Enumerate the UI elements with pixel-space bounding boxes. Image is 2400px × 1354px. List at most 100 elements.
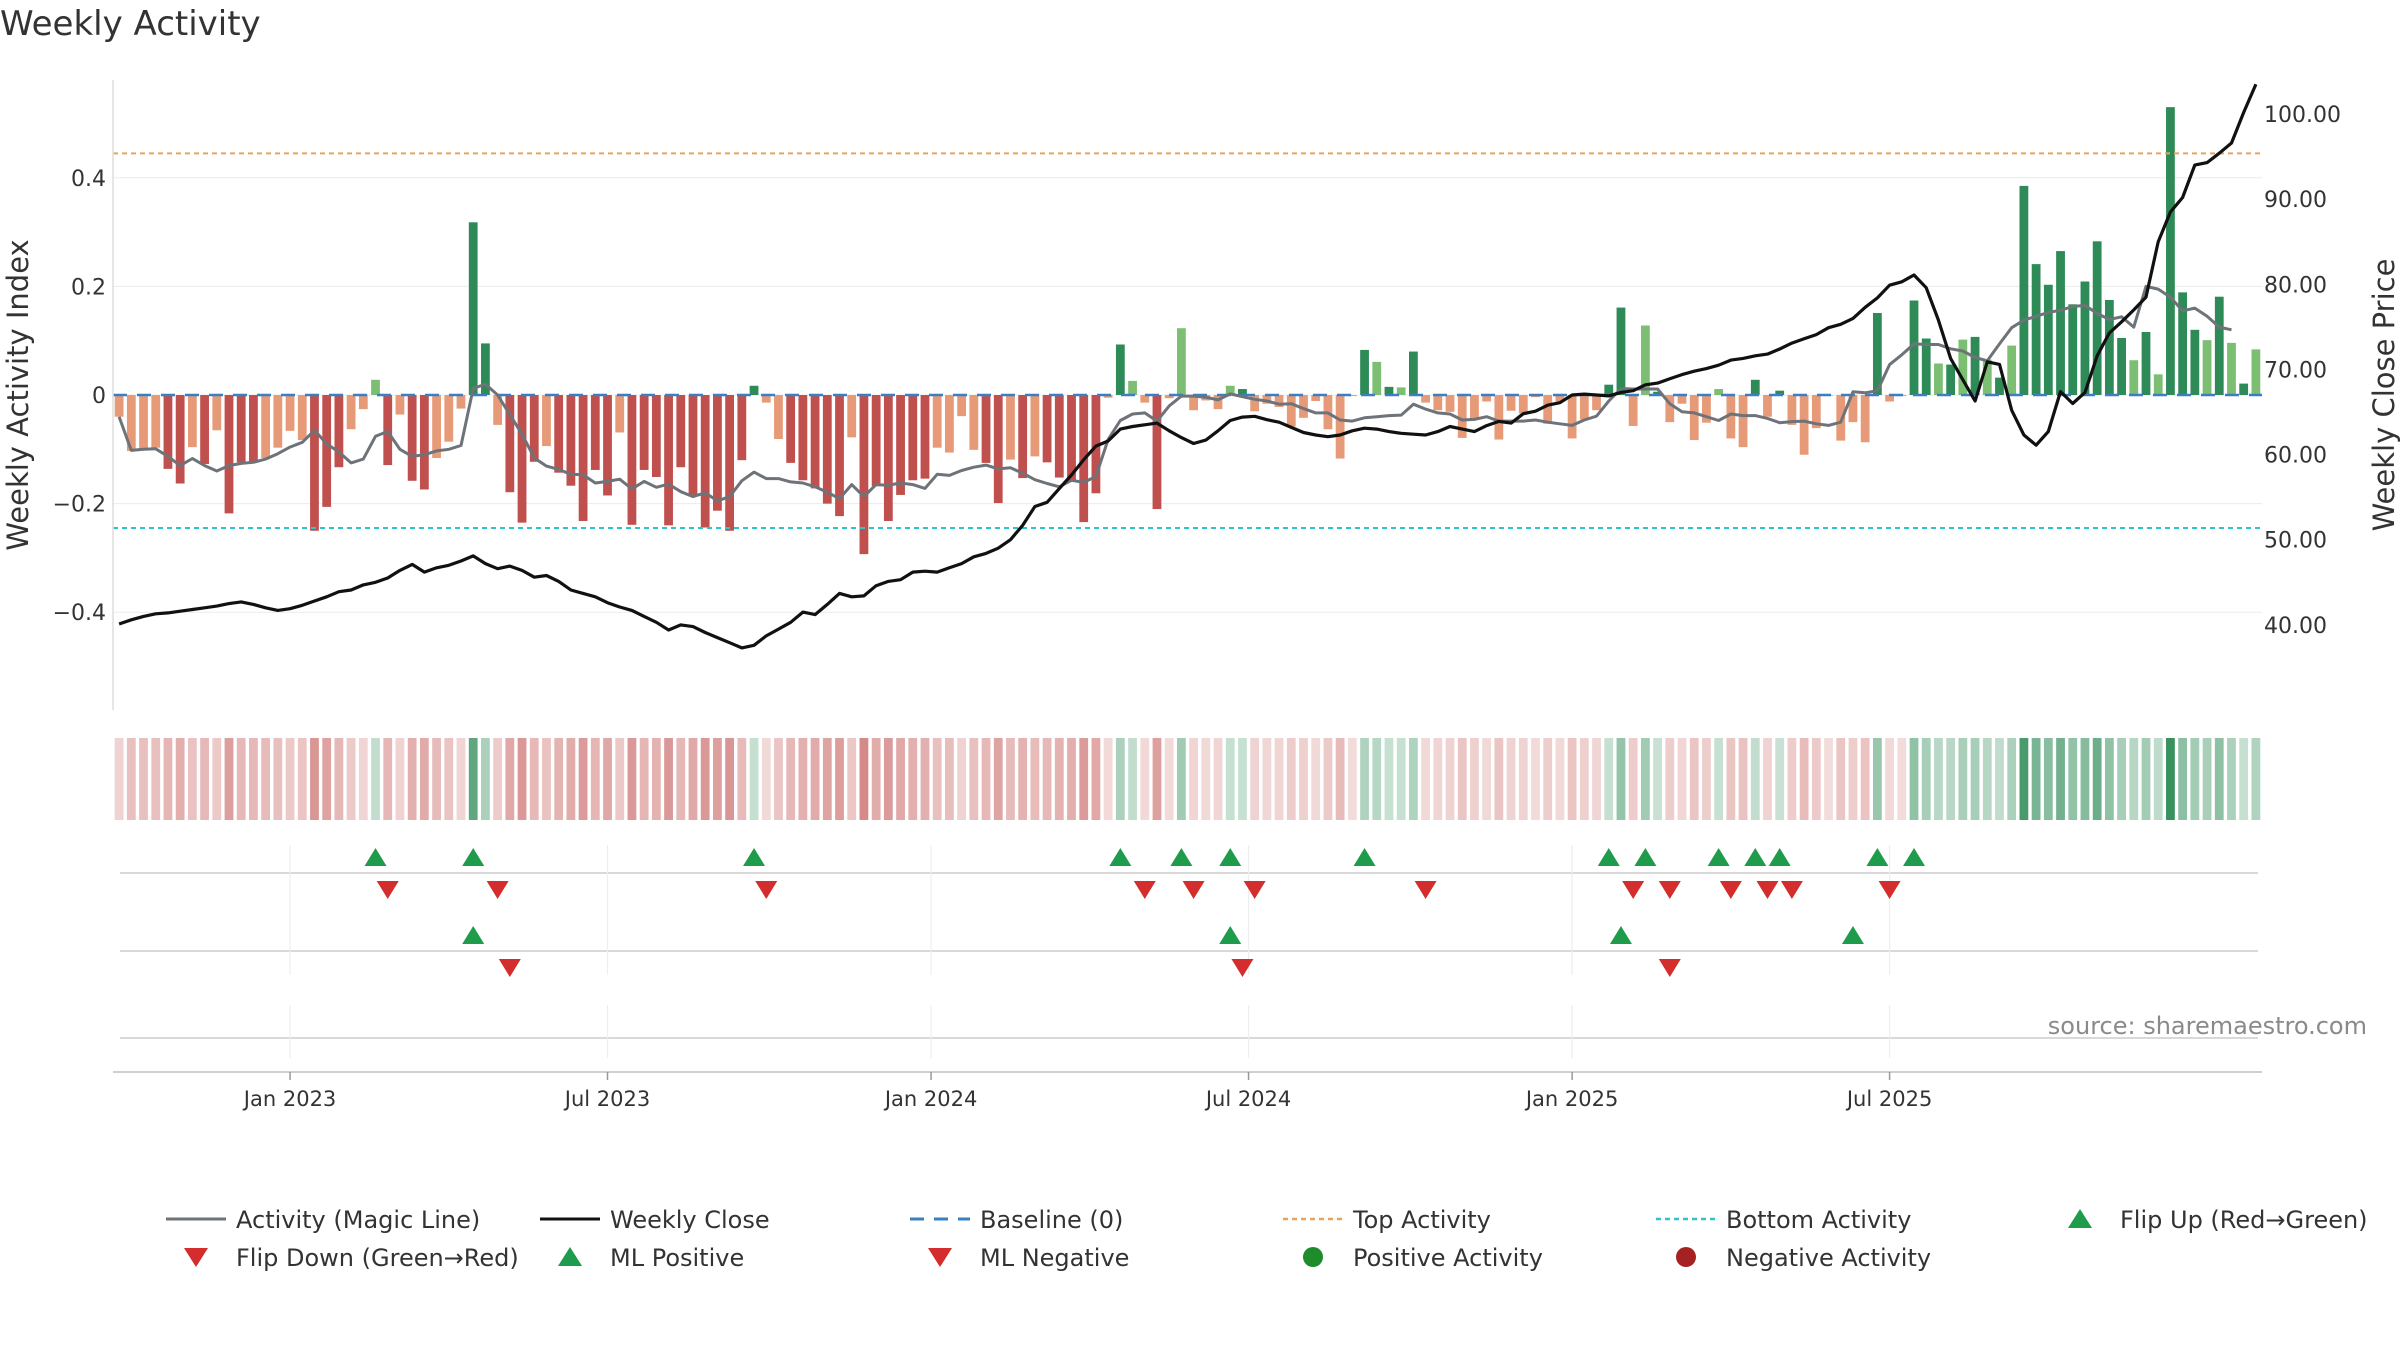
flip-up-marker xyxy=(743,848,766,866)
ml-negative-marker xyxy=(1658,959,1681,977)
heat-cell-79 xyxy=(1079,738,1089,820)
heat-cell-83 xyxy=(1128,738,1137,820)
activity-bar-118 xyxy=(1555,395,1565,402)
heat-cell-152 xyxy=(1970,738,1980,820)
ml-negative-marker xyxy=(498,959,521,977)
activity-bar-93 xyxy=(1250,395,1260,412)
magic-line-series xyxy=(117,284,2232,503)
activity-bar-2 xyxy=(139,395,148,450)
activity-bar-73 xyxy=(1006,395,1015,460)
activity-bar-72 xyxy=(993,395,1003,504)
heat-cell-92 xyxy=(1238,738,1247,820)
heat-cell-134 xyxy=(1750,738,1760,820)
activity-bar-55 xyxy=(786,395,796,463)
activity-bar-123 xyxy=(1616,307,1626,395)
flip-up-marker xyxy=(1634,848,1657,866)
heat-cell-167 xyxy=(2153,738,2163,820)
activity-bar-23 xyxy=(395,395,405,415)
heat-cell-37 xyxy=(566,738,576,820)
activity-bar-87 xyxy=(1176,328,1186,395)
heat-cell-160 xyxy=(2068,738,2078,820)
heat-cell-76 xyxy=(1042,738,1052,820)
activity-bar-113 xyxy=(1494,395,1504,440)
activity-bar-149 xyxy=(1934,363,1943,395)
activity-bar-61 xyxy=(859,395,869,555)
activity-bar-163 xyxy=(2104,299,2114,395)
heat-cell-106 xyxy=(1408,738,1418,820)
heat-cell-26 xyxy=(432,738,441,820)
heat-cell-36 xyxy=(554,738,564,820)
legend-label-10: Negative Activity xyxy=(1726,1244,1931,1272)
heat-cell-162 xyxy=(2092,738,2102,820)
heat-cell-165 xyxy=(2129,738,2139,820)
heat-cell-4 xyxy=(163,738,173,820)
heat-cell-8 xyxy=(212,738,222,820)
legend-label-8: ML Negative xyxy=(980,1244,1129,1272)
activity-bar-34 xyxy=(529,395,539,462)
activity-bar-172 xyxy=(2214,296,2224,395)
activity-bar-80 xyxy=(1091,395,1101,494)
heat-cell-31 xyxy=(493,738,503,820)
activity-bar-155 xyxy=(2007,345,2017,395)
activity-bar-152 xyxy=(1970,336,1980,395)
heat-cell-168 xyxy=(2166,738,2175,820)
activity-bar-38 xyxy=(578,395,588,521)
activity-bar-26 xyxy=(432,395,441,458)
flip-down-marker xyxy=(1622,881,1645,899)
heat-cell-81 xyxy=(1103,738,1113,820)
activity-bar-128 xyxy=(1677,395,1687,404)
flip-down-marker xyxy=(1414,881,1437,899)
heat-cell-52 xyxy=(749,738,759,820)
activity-bar-147 xyxy=(1909,300,1919,395)
activity-bar-151 xyxy=(1958,339,1968,395)
activity-bar-95 xyxy=(1274,395,1284,407)
heat-cell-3 xyxy=(151,738,161,820)
ml-positive-marker xyxy=(1609,926,1632,944)
activity-bar-98 xyxy=(1311,395,1321,401)
left-tick-label: 0.4 xyxy=(71,167,106,192)
activity-bar-15 xyxy=(297,395,307,441)
activity-bar-37 xyxy=(566,395,576,486)
heat-cell-113 xyxy=(1494,738,1504,820)
heat-cell-121 xyxy=(1592,738,1601,820)
activity-bar-157 xyxy=(2031,264,2041,395)
heat-cell-72 xyxy=(993,738,1003,820)
activity-bar-17 xyxy=(322,395,332,507)
flip-down-marker xyxy=(486,881,509,899)
activity-bar-36 xyxy=(554,395,564,473)
heat-cell-122 xyxy=(1604,738,1614,820)
heat-cell-163 xyxy=(2104,738,2114,820)
right-tick-label: 50.00 xyxy=(2264,529,2327,554)
activity-bar-53 xyxy=(761,395,771,403)
activity-bar-60 xyxy=(847,395,857,438)
activity-bar-42 xyxy=(627,395,637,525)
heat-cell-157 xyxy=(2031,738,2041,820)
activity-bar-5 xyxy=(175,395,185,484)
heat-cell-143 xyxy=(1860,738,1870,820)
heat-cell-174 xyxy=(2239,738,2249,820)
flip-down-marker xyxy=(755,881,778,899)
weekly-close-series xyxy=(118,83,2258,650)
activity-bar-8 xyxy=(212,395,222,431)
activity-bar-77 xyxy=(1054,395,1064,478)
activity-bar-11 xyxy=(249,395,258,462)
heat-cell-95 xyxy=(1274,738,1284,820)
activity-bar-33 xyxy=(517,395,527,523)
left-tick-label: −0.4 xyxy=(53,601,106,626)
activity-bar-166 xyxy=(2141,332,2151,395)
heat-cell-107 xyxy=(1421,738,1430,820)
heat-cell-28 xyxy=(456,738,466,820)
activity-bar-27 xyxy=(444,395,454,442)
heat-cell-156 xyxy=(2019,738,2029,820)
activity-bar-14 xyxy=(285,395,295,431)
activity-bar-101 xyxy=(1347,395,1357,397)
heat-cell-102 xyxy=(1360,738,1369,820)
heat-cell-30 xyxy=(481,738,490,820)
activity-bar-124 xyxy=(1628,395,1638,426)
activity-bar-50 xyxy=(725,395,735,531)
activity-bar-35 xyxy=(542,395,551,447)
left-tick-label: 0.2 xyxy=(71,275,106,300)
activity-bar-171 xyxy=(2202,340,2212,395)
flip-up-marker xyxy=(1170,848,1193,866)
flip-down-marker xyxy=(1133,881,1156,899)
